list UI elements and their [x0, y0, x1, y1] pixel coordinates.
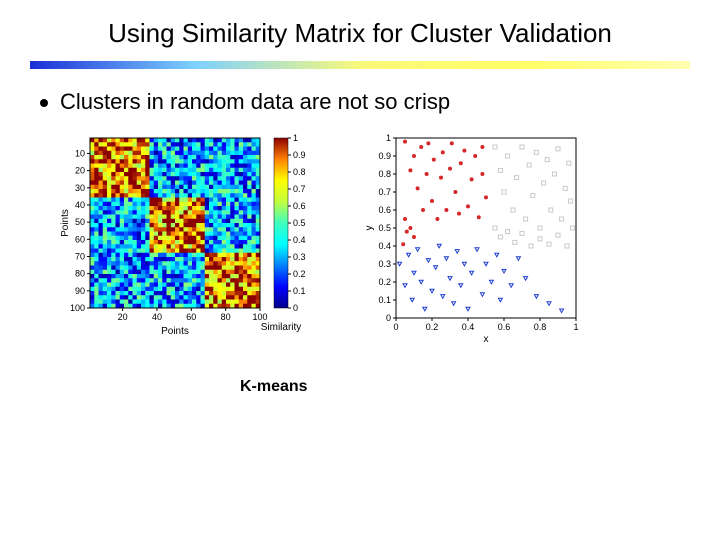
svg-text:0.7: 0.7	[293, 184, 306, 194]
svg-text:0.5: 0.5	[293, 218, 306, 228]
scatter-figure: 0 0.2 0.4 0.6 0.8 1 0 0.1 0.2 0.3 0.4 0.5 0.6 0.7 0.8 0…	[360, 133, 610, 348]
svg-text:40: 40	[75, 200, 85, 210]
svg-text:1: 1	[386, 133, 391, 143]
svg-text:80: 80	[221, 312, 231, 322]
svg-text:60: 60	[75, 234, 85, 244]
svg-text:Similarity: Similarity	[261, 322, 302, 333]
title-underline	[30, 61, 690, 69]
svg-text:70: 70	[75, 251, 85, 261]
svg-text:90: 90	[75, 286, 85, 296]
svg-text:0.4: 0.4	[462, 322, 475, 332]
svg-text:Points: Points	[60, 209, 71, 237]
svg-text:10: 10	[75, 148, 85, 158]
svg-text:0.2: 0.2	[378, 277, 391, 287]
page-title: Using Similarity Matrix for Cluster Vali…	[30, 18, 690, 49]
svg-text:0: 0	[393, 322, 398, 332]
svg-text:0.2: 0.2	[293, 269, 306, 279]
svg-text:0.3: 0.3	[293, 252, 306, 262]
svg-text:30: 30	[75, 183, 85, 193]
svg-text:20: 20	[75, 166, 85, 176]
svg-text:0.4: 0.4	[293, 235, 306, 245]
svg-text:0.6: 0.6	[293, 201, 306, 211]
svg-text:0.2: 0.2	[426, 322, 439, 332]
svg-text:40: 40	[152, 312, 162, 322]
svg-text:Points: Points	[161, 326, 189, 337]
svg-text:0.8: 0.8	[378, 169, 391, 179]
svg-text:0: 0	[293, 303, 298, 313]
svg-text:0.9: 0.9	[378, 151, 391, 161]
svg-text:0.5: 0.5	[378, 223, 391, 233]
heatmap-figure: 10203040506070809010020406080100PointsPo…	[60, 133, 330, 348]
svg-text:0.1: 0.1	[293, 286, 306, 296]
svg-text:100: 100	[252, 312, 267, 322]
svg-text:0.8: 0.8	[534, 322, 547, 332]
svg-text:20: 20	[118, 312, 128, 322]
svg-text:80: 80	[75, 269, 85, 279]
svg-text:0.4: 0.4	[378, 241, 391, 251]
svg-text:y: y	[364, 226, 375, 231]
svg-text:1: 1	[293, 133, 298, 143]
svg-text:0.3: 0.3	[378, 259, 391, 269]
svg-text:x: x	[484, 334, 489, 343]
svg-text:0: 0	[386, 313, 391, 323]
svg-text:0.7: 0.7	[378, 187, 391, 197]
slide: Using Similarity Matrix for Cluster Vali…	[0, 0, 720, 540]
svg-text:0.6: 0.6	[498, 322, 511, 332]
svg-text:0.1: 0.1	[378, 295, 391, 305]
bullet-dot-icon	[40, 99, 48, 107]
figures-row: 10203040506070809010020406080100PointsPo…	[60, 133, 690, 348]
svg-text:0.9: 0.9	[293, 150, 306, 160]
svg-text:100: 100	[70, 303, 85, 313]
svg-text:1: 1	[573, 322, 578, 332]
bullet-line: Clusters in random data are not so crisp	[40, 89, 690, 115]
svg-text:60: 60	[186, 312, 196, 322]
svg-text:50: 50	[75, 217, 85, 227]
svg-text:0.8: 0.8	[293, 167, 306, 177]
bullet-text: Clusters in random data are not so crisp	[60, 89, 450, 114]
svg-text:0.6: 0.6	[378, 205, 391, 215]
caption: K-means	[240, 378, 690, 396]
